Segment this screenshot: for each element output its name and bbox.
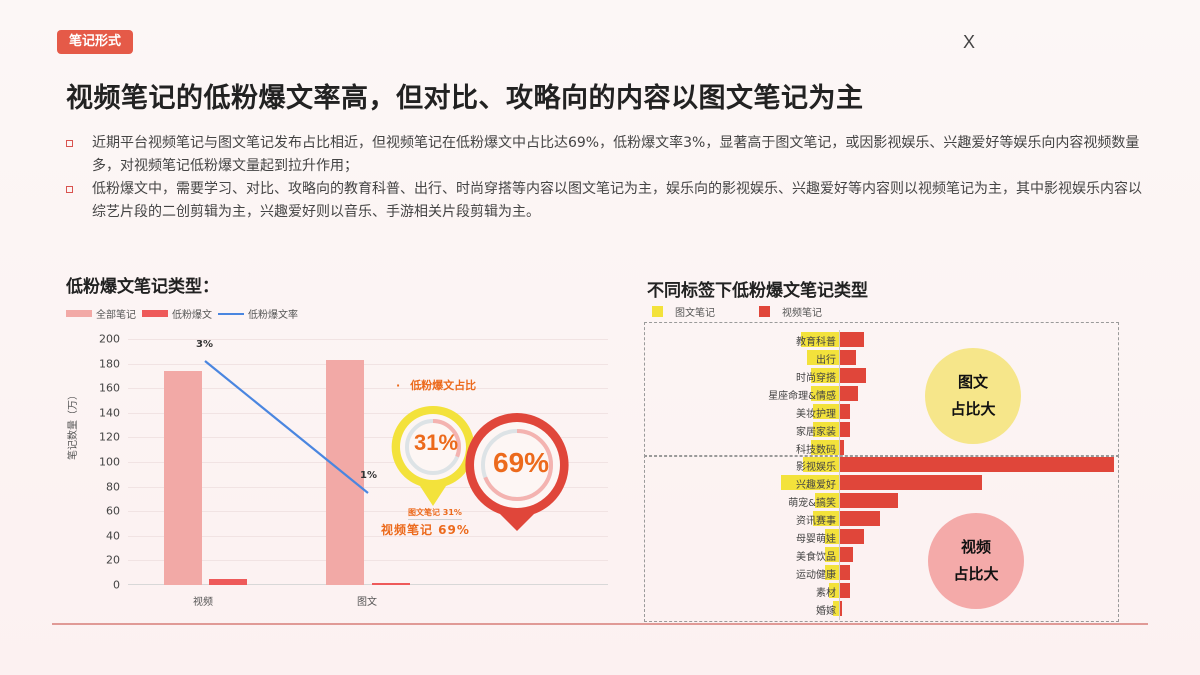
left-chart-legend: 全部笔记 低粉爆文 低粉爆文率 xyxy=(66,306,304,321)
x-label-image: 图文 xyxy=(357,597,377,608)
right-chart-title: 不同标签下低粉爆文笔记类型 xyxy=(647,281,868,301)
y-axis-label: 笔记数量（万） xyxy=(68,390,79,460)
bar-image-low-fan[interactable] xyxy=(372,583,410,585)
rate-label-video: 3% xyxy=(196,339,213,350)
hbar-label: 资讯赛事 xyxy=(796,516,836,527)
bullet-item: 低粉爆文中，需要学习、对比、攻略向的教育科普、出行、时尚穿搭等内容以图文笔记为主… xyxy=(66,178,1146,224)
bullet-list: 近期平台视频笔记与图文笔记发布占比相近，但视频笔记在低粉爆文中占比达69%，低粉… xyxy=(66,132,1146,224)
bullet-text: 低粉爆文中，需要学习、对比、攻略向的教育科普、出行、时尚穿搭等内容以图文笔记为主… xyxy=(92,181,1142,220)
legend-swatch xyxy=(759,306,770,317)
hbar-label: 运动健康 xyxy=(796,570,836,581)
video-dominant-group xyxy=(644,455,1119,622)
hbar-label: 美食饮品 xyxy=(796,552,836,563)
section-tag: 笔记形式 xyxy=(57,30,134,54)
close-button[interactable]: X xyxy=(963,32,976,52)
video-pin-icon xyxy=(465,413,569,531)
video-dominant-badge: 视频 占比大 xyxy=(928,513,1024,609)
image-dominant-badge: 图文 占比大 xyxy=(925,348,1021,444)
bar-video-low-fan[interactable] xyxy=(209,579,247,585)
image-pin-icon xyxy=(391,405,475,506)
legend-line xyxy=(218,312,244,315)
x-label-video: 视频 xyxy=(193,597,213,608)
legend-swatch xyxy=(652,306,663,317)
hbar-label: 时尚穿搭 xyxy=(796,373,836,384)
hbar-label: 星座命理&情感 xyxy=(768,391,836,402)
hbar-label: 萌宠&搞笑 xyxy=(788,498,836,509)
bar-video-all-notes[interactable] xyxy=(164,371,202,585)
image-pct: 31% xyxy=(414,430,459,455)
legend-swatch xyxy=(142,310,168,317)
hbar-label: 科技数码 xyxy=(796,445,836,456)
legend-item-rate: 低粉爆文率 xyxy=(218,306,298,321)
video-pct: 69% xyxy=(493,447,550,478)
footer-divider xyxy=(52,623,1148,625)
hbar-label: 美妆护理 xyxy=(796,409,836,420)
left-chart-title: 低粉爆文笔记类型： xyxy=(66,277,219,297)
donut-legend-video: 视频笔记 69% xyxy=(381,523,470,537)
bar-line-plot: 3% 1% xyxy=(128,339,608,585)
hbar-label: 母婴萌娃 xyxy=(796,534,836,545)
bullet-item: 近期平台视频笔记与图文笔记发布占比相近，但视频笔记在低粉爆文中占比达69%，低粉… xyxy=(66,132,1146,178)
hbar-label: 教育科普 xyxy=(796,337,836,348)
square-bullet-icon xyxy=(66,186,73,193)
legend-item-image: 图文笔记 xyxy=(652,304,715,319)
hbar-label: 婚嫁 xyxy=(816,606,836,617)
legend-swatch xyxy=(66,310,92,317)
hbar-label: 出行 xyxy=(816,355,836,366)
bullet-text: 近期平台视频笔记与图文笔记发布占比相近，但视频笔记在低粉爆文中占比达69%，低粉… xyxy=(92,135,1140,174)
donut-title: · 低粉爆文占比 xyxy=(396,379,477,392)
hbar-label: 影视娱乐 xyxy=(796,462,836,473)
legend-item-video: 视频笔记 xyxy=(759,304,822,319)
page-title: 视频笔记的低粉爆文率高，但对比、攻略向的内容以图文笔记为主 xyxy=(66,83,864,114)
donut-legend-image: 图文笔记 31% xyxy=(408,507,462,520)
y-axis: 200 180 160 140 120 100 80 60 40 20 0 xyxy=(99,332,120,592)
right-chart-legend: 图文笔记 视频笔记 xyxy=(652,304,828,319)
rate-label-image: 1% xyxy=(360,470,377,481)
image-dominant-group xyxy=(644,322,1119,457)
bar-image-all-notes[interactable] xyxy=(326,360,364,585)
hbar-label: 兴趣爱好 xyxy=(796,480,836,491)
hbar-label: 素材 xyxy=(816,588,836,599)
rate-line xyxy=(204,360,369,494)
square-bullet-icon xyxy=(66,140,73,147)
hbar-label: 家居家装 xyxy=(796,427,836,438)
legend-item-low-fan: 低粉爆文 xyxy=(142,306,212,321)
legend-item-all-notes: 全部笔记 xyxy=(66,306,136,321)
